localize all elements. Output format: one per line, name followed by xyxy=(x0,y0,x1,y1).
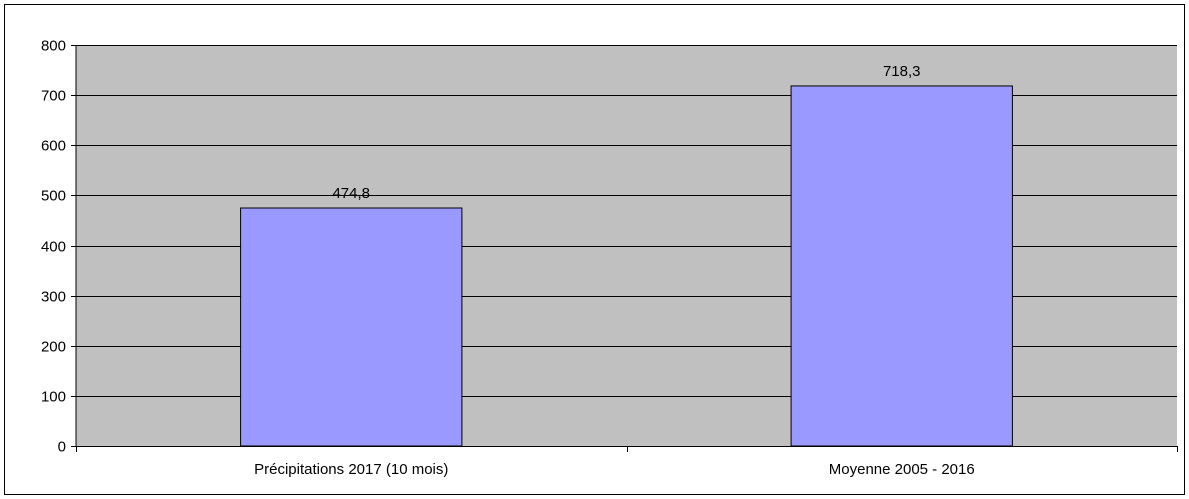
data-labels: 474,8 718,3 xyxy=(332,63,920,202)
x-axis: Précipitations 2017 (10 mois) Moyenne 200… xyxy=(76,446,1178,478)
bars xyxy=(240,85,1013,447)
data-label-2: 718,3 xyxy=(883,63,921,80)
y-tick-label: 700 xyxy=(41,88,66,105)
data-label-1: 474,8 xyxy=(332,185,370,202)
bar-2 xyxy=(790,85,1013,447)
y-axis: 0 100 200 300 400 500 600 700 800 xyxy=(41,38,77,456)
bar-1 xyxy=(240,207,463,447)
y-tick-label: 500 xyxy=(41,188,66,205)
y-tick-label: 100 xyxy=(41,389,66,406)
y-tick-label: 800 xyxy=(41,38,66,55)
y-tick-label: 400 xyxy=(41,239,66,256)
x-category-label-1: Précipitations 2017 (10 mois) xyxy=(254,461,448,478)
y-tick-label: 200 xyxy=(41,339,66,356)
x-category-label-2: Moyenne 2005 - 2016 xyxy=(829,461,975,478)
y-tick-label: 0 xyxy=(58,439,66,456)
y-tick-label: 300 xyxy=(41,289,66,306)
y-tick-label: 600 xyxy=(41,138,66,155)
